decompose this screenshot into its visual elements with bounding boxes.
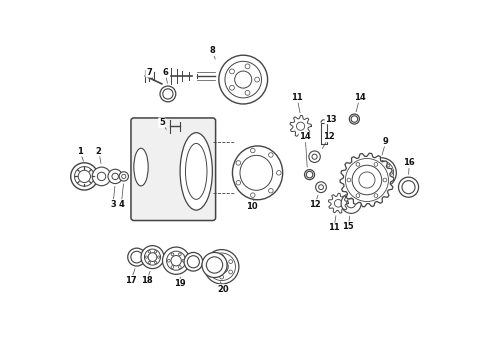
Circle shape xyxy=(366,158,396,188)
Polygon shape xyxy=(328,193,348,213)
Ellipse shape xyxy=(134,148,148,186)
Text: 1: 1 xyxy=(77,147,83,156)
Circle shape xyxy=(356,194,360,198)
Ellipse shape xyxy=(180,133,212,210)
Circle shape xyxy=(131,251,143,263)
Text: 14: 14 xyxy=(299,132,311,141)
Text: 6: 6 xyxy=(163,68,169,77)
Text: 17: 17 xyxy=(125,276,137,285)
Circle shape xyxy=(71,163,98,190)
Circle shape xyxy=(246,164,264,181)
Circle shape xyxy=(402,181,415,194)
Circle shape xyxy=(112,173,119,180)
Circle shape xyxy=(374,162,378,166)
Circle shape xyxy=(171,256,181,266)
Text: 2: 2 xyxy=(96,147,101,156)
Circle shape xyxy=(92,167,111,186)
Circle shape xyxy=(347,178,351,182)
Text: 9: 9 xyxy=(383,137,389,146)
Circle shape xyxy=(349,114,359,124)
Circle shape xyxy=(128,248,146,266)
Circle shape xyxy=(98,172,106,181)
Polygon shape xyxy=(340,153,394,207)
Circle shape xyxy=(359,172,375,188)
Circle shape xyxy=(356,162,360,166)
Circle shape xyxy=(345,158,389,202)
Circle shape xyxy=(383,178,387,182)
Circle shape xyxy=(202,252,227,278)
Circle shape xyxy=(108,169,122,184)
Circle shape xyxy=(334,199,342,207)
Circle shape xyxy=(184,252,203,271)
Circle shape xyxy=(74,167,94,186)
Circle shape xyxy=(141,246,164,269)
Circle shape xyxy=(374,194,378,198)
Circle shape xyxy=(235,71,252,88)
Circle shape xyxy=(346,199,356,208)
Text: 11: 11 xyxy=(328,223,340,232)
Text: 10: 10 xyxy=(245,202,257,211)
Circle shape xyxy=(215,260,228,273)
Circle shape xyxy=(219,55,268,104)
Text: 8: 8 xyxy=(209,46,215,55)
Text: 15: 15 xyxy=(343,222,354,231)
Circle shape xyxy=(341,193,361,213)
Polygon shape xyxy=(321,123,327,144)
Circle shape xyxy=(304,170,315,180)
Circle shape xyxy=(219,264,224,269)
Circle shape xyxy=(296,122,305,130)
Text: 5: 5 xyxy=(159,118,165,127)
Circle shape xyxy=(309,151,320,162)
Circle shape xyxy=(160,86,176,102)
Text: 12: 12 xyxy=(323,132,335,141)
Circle shape xyxy=(369,161,393,185)
Circle shape xyxy=(306,171,313,178)
Circle shape xyxy=(145,249,161,265)
FancyBboxPatch shape xyxy=(131,118,216,221)
Circle shape xyxy=(78,170,91,183)
Circle shape xyxy=(351,116,358,122)
Circle shape xyxy=(119,172,128,181)
Circle shape xyxy=(318,185,323,190)
Circle shape xyxy=(316,182,326,193)
Circle shape xyxy=(352,165,382,195)
Circle shape xyxy=(312,154,317,159)
Circle shape xyxy=(187,256,199,268)
Polygon shape xyxy=(290,116,311,137)
Circle shape xyxy=(208,253,236,280)
Circle shape xyxy=(148,253,157,261)
Text: 16: 16 xyxy=(403,158,415,167)
Text: 7: 7 xyxy=(146,68,152,77)
Text: 3: 3 xyxy=(110,200,116,209)
Text: 13: 13 xyxy=(325,114,337,123)
Circle shape xyxy=(225,61,262,98)
Circle shape xyxy=(373,165,390,181)
Circle shape xyxy=(167,251,186,270)
Ellipse shape xyxy=(186,143,207,199)
Circle shape xyxy=(163,247,190,274)
Text: 11: 11 xyxy=(291,93,303,102)
Text: 4: 4 xyxy=(119,200,124,209)
Circle shape xyxy=(163,89,173,99)
Circle shape xyxy=(377,168,386,177)
Text: 18: 18 xyxy=(141,276,152,285)
Circle shape xyxy=(206,257,222,273)
Text: 19: 19 xyxy=(174,279,186,288)
Circle shape xyxy=(204,249,239,284)
Ellipse shape xyxy=(240,156,272,190)
Circle shape xyxy=(398,177,418,197)
Ellipse shape xyxy=(232,146,283,200)
Text: 20: 20 xyxy=(218,285,229,294)
Text: 14: 14 xyxy=(354,93,366,102)
Text: 12: 12 xyxy=(309,200,321,209)
